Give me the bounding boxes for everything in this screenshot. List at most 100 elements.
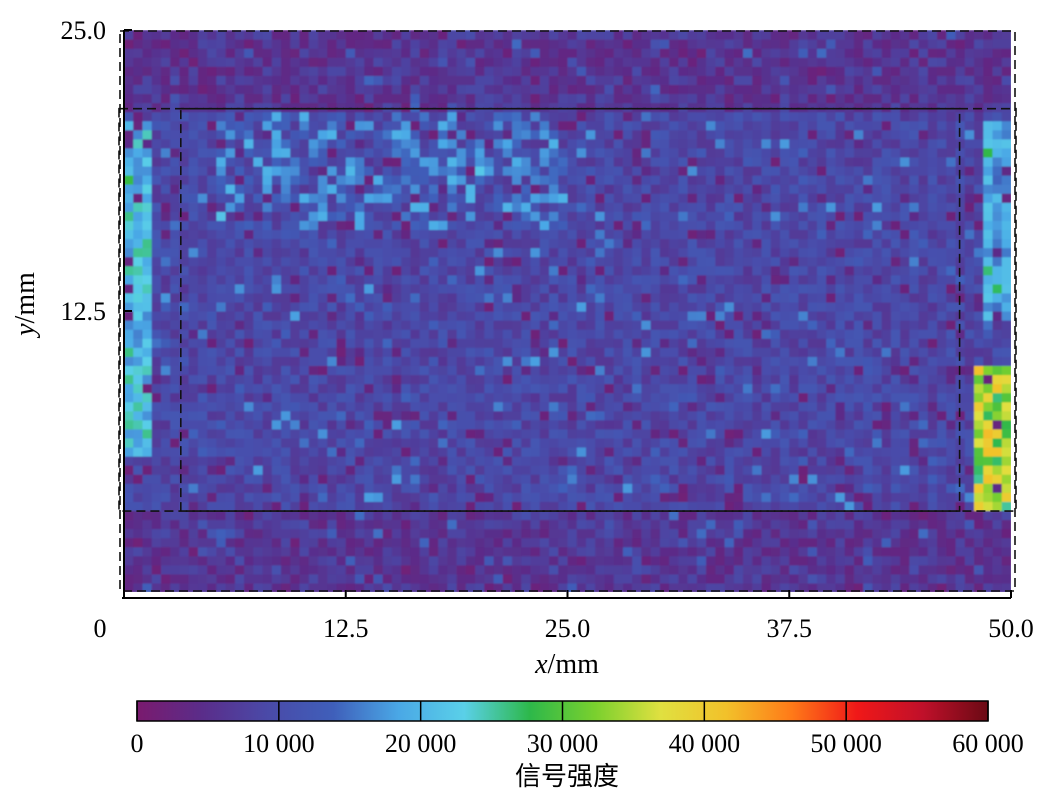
heat-cell bbox=[650, 265, 661, 276]
heat-cell bbox=[484, 329, 495, 339]
heat-cell bbox=[872, 446, 883, 457]
heat-cell bbox=[142, 120, 153, 131]
heat-cell bbox=[724, 138, 735, 149]
heat-cell bbox=[743, 129, 753, 140]
heat-cell bbox=[983, 492, 994, 502]
heat-cell bbox=[336, 156, 347, 167]
heat-cell bbox=[502, 474, 513, 484]
heat-cell bbox=[262, 220, 273, 231]
heat-cell bbox=[373, 338, 384, 348]
heat-cell bbox=[244, 320, 254, 330]
heat-cell bbox=[364, 184, 375, 194]
heat-cell bbox=[835, 256, 846, 267]
heat-cell bbox=[816, 156, 827, 167]
heat-cell bbox=[844, 220, 855, 231]
heat-cell bbox=[530, 483, 541, 493]
heat-cell bbox=[549, 165, 559, 176]
heat-cell bbox=[650, 311, 661, 321]
heat-cell bbox=[456, 320, 467, 330]
heat-cell bbox=[354, 147, 365, 158]
heat-cell bbox=[937, 528, 947, 539]
heat-cell bbox=[465, 492, 476, 502]
heat-cell bbox=[318, 247, 328, 258]
heat-cell bbox=[641, 564, 652, 575]
heat-cell bbox=[502, 483, 513, 493]
heat-cell bbox=[410, 256, 421, 267]
heat-cell bbox=[558, 456, 569, 466]
heat-cell bbox=[752, 374, 763, 385]
heat-cell bbox=[262, 247, 273, 258]
heat-cell bbox=[733, 365, 744, 376]
heat-cell bbox=[909, 320, 920, 330]
heat-cell bbox=[475, 347, 485, 357]
heat-cell bbox=[798, 383, 809, 394]
heat-cell bbox=[585, 292, 596, 303]
heat-cell bbox=[345, 383, 356, 394]
heat-cell bbox=[234, 138, 245, 149]
heat-cell bbox=[290, 338, 301, 348]
heat-cell bbox=[262, 546, 273, 557]
heat-cell bbox=[475, 446, 485, 457]
heat-cell bbox=[863, 401, 874, 412]
heat-cell bbox=[142, 437, 153, 448]
heat-cell bbox=[900, 410, 910, 421]
heat-cell bbox=[595, 283, 606, 294]
heat-cell bbox=[724, 356, 735, 366]
heat-cell bbox=[844, 564, 855, 575]
heat-cell bbox=[872, 156, 883, 167]
heat-cell bbox=[428, 474, 439, 484]
heat-cell bbox=[142, 329, 153, 339]
heat-cell bbox=[909, 528, 920, 539]
heat-cell bbox=[900, 510, 910, 521]
heat-cell bbox=[410, 365, 421, 376]
heat-cell bbox=[401, 129, 412, 140]
heat-cell bbox=[900, 483, 910, 493]
heat-cell bbox=[234, 573, 245, 584]
heat-cell bbox=[133, 419, 144, 430]
heat-cell bbox=[262, 365, 273, 376]
heat-cell bbox=[650, 202, 661, 212]
heat-cell bbox=[881, 193, 892, 203]
heat-cell bbox=[133, 111, 144, 122]
heat-cell bbox=[299, 510, 310, 521]
heat-cell bbox=[743, 256, 753, 267]
heat-cell bbox=[761, 311, 772, 321]
heat-cell bbox=[456, 283, 467, 294]
heat-cell bbox=[613, 229, 624, 240]
heat-cell bbox=[521, 582, 532, 592]
heat-cell bbox=[576, 546, 587, 557]
heat-cell bbox=[188, 419, 199, 430]
heat-cell bbox=[678, 573, 689, 584]
heat-cell bbox=[724, 555, 735, 566]
heat-cell bbox=[780, 465, 790, 475]
heat-cell bbox=[706, 238, 716, 249]
heat-cell bbox=[909, 220, 920, 231]
heat-cell bbox=[715, 292, 726, 303]
heat-cell bbox=[512, 465, 522, 475]
heat-cell bbox=[780, 138, 790, 149]
heat-cell bbox=[382, 129, 393, 140]
heat-cell bbox=[650, 555, 661, 566]
heat-cell bbox=[465, 383, 476, 394]
heat-cell bbox=[133, 492, 144, 502]
heat-cell bbox=[465, 555, 476, 566]
heat-cell bbox=[484, 546, 495, 557]
heat-cell bbox=[937, 138, 947, 149]
heat-cell bbox=[669, 320, 679, 330]
heat-cell bbox=[456, 519, 467, 530]
heat-cell bbox=[410, 519, 421, 530]
heat-cell bbox=[281, 292, 291, 303]
heat-cell bbox=[622, 410, 633, 421]
heat-cell bbox=[946, 573, 957, 584]
heat-cell bbox=[456, 247, 467, 258]
heat-cell bbox=[733, 347, 744, 357]
heat-cell bbox=[234, 356, 245, 366]
heat-cell bbox=[160, 410, 171, 421]
heat-cell bbox=[780, 564, 790, 575]
heat-cell bbox=[225, 555, 236, 566]
heat-cell bbox=[253, 147, 264, 158]
heat-cell bbox=[502, 211, 513, 221]
heat-cell bbox=[234, 546, 245, 557]
heat-cell bbox=[558, 147, 569, 158]
heat-cell bbox=[844, 437, 855, 448]
